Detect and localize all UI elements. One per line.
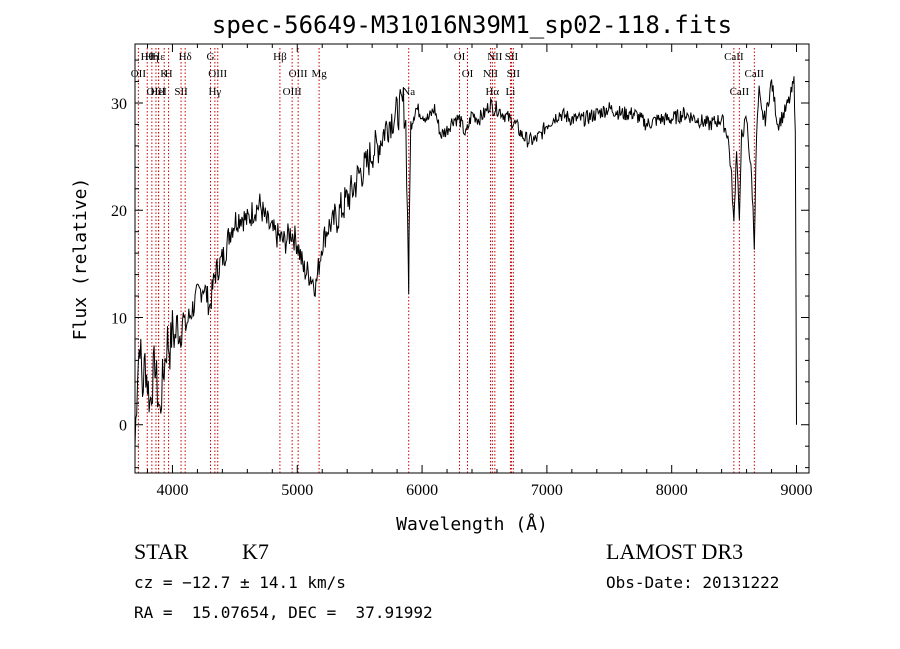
emission-line-label: H — [165, 68, 173, 80]
x-tick-label: 5000 — [281, 482, 313, 499]
emission-line-label: CaII — [730, 86, 750, 98]
emission-line-markers — [137, 48, 755, 473]
y-tick-label: 10 — [111, 310, 127, 327]
spectrum-series — [134, 76, 797, 447]
emission-line-label: SII — [174, 86, 188, 98]
y-tick-label: 0 — [119, 418, 127, 435]
x-tick-label: 7000 — [531, 482, 563, 499]
emission-line-label: SII — [507, 68, 521, 80]
y-tick-label: 30 — [111, 96, 127, 113]
emission-line-label: SII — [505, 51, 519, 63]
axis-ticks: 4000 5000 6000 7000 8000 9000 0 10 20 30 — [111, 44, 813, 499]
emission-line-label: OII — [131, 68, 147, 80]
coordinates-readout: RA = 15.07654, DEC = 37.91992 — [134, 603, 433, 622]
emission-line-label: Mg — [311, 68, 327, 80]
plot-frame — [134, 43, 810, 474]
survey-name: LAMOST DR3 — [606, 539, 744, 564]
spectral-subclass: K7 — [242, 539, 269, 564]
emission-line-label: Hε — [152, 51, 165, 63]
y-axis-label: Flux (relative) — [70, 178, 91, 341]
emission-line-label: OIII — [289, 68, 308, 80]
x-tick-label: 4000 — [156, 482, 188, 499]
emission-line-label: Li — [506, 86, 516, 98]
emission-line-label: CaII — [724, 51, 744, 63]
emission-line-label: OIII — [208, 68, 227, 80]
emission-line-label: OI — [462, 68, 474, 80]
emission-line-label: CaII — [745, 68, 765, 80]
x-tick-label: 9000 — [781, 482, 813, 499]
emission-line-label: HeI — [150, 86, 167, 98]
emission-line-label: G — [207, 51, 215, 63]
x-axis-label: Wavelength (Å) — [396, 513, 548, 535]
emission-line-labels: HθOIIOIIIHεKHeIHηHSIIHδOIIIHγGOIIIOIIIHβ… — [131, 51, 765, 98]
spectrum-line — [134, 76, 797, 447]
emission-line-label: Hβ — [273, 51, 287, 63]
emission-line-label: NII — [487, 51, 503, 63]
emission-line-label: NII — [483, 68, 499, 80]
y-tick-label: 20 — [111, 203, 127, 220]
redshift-readout: cz = −12.7 ± 14.1 km/s — [134, 573, 346, 592]
object-class: STAR — [134, 539, 189, 564]
emission-line-label: Hη — [145, 51, 159, 63]
x-tick-label: 6000 — [406, 482, 438, 499]
emission-line-label: Hγ — [208, 86, 221, 98]
emission-line-label: OIII — [147, 86, 166, 98]
observation-date: Obs-Date: 20131222 — [606, 573, 780, 592]
emission-line-label: OIII — [283, 86, 302, 98]
chart-title: spec-56649-M31016N39M1_sp02-118.fits — [212, 11, 732, 39]
emission-line-label: Hθ — [141, 51, 154, 63]
emission-line-label: Hα — [485, 86, 499, 98]
emission-line-label: Hδ — [179, 51, 192, 63]
emission-line-label: OI — [454, 51, 466, 63]
x-tick-label: 8000 — [656, 482, 688, 499]
emission-line-label: Na — [402, 86, 415, 98]
emission-line-label: K — [160, 68, 168, 80]
